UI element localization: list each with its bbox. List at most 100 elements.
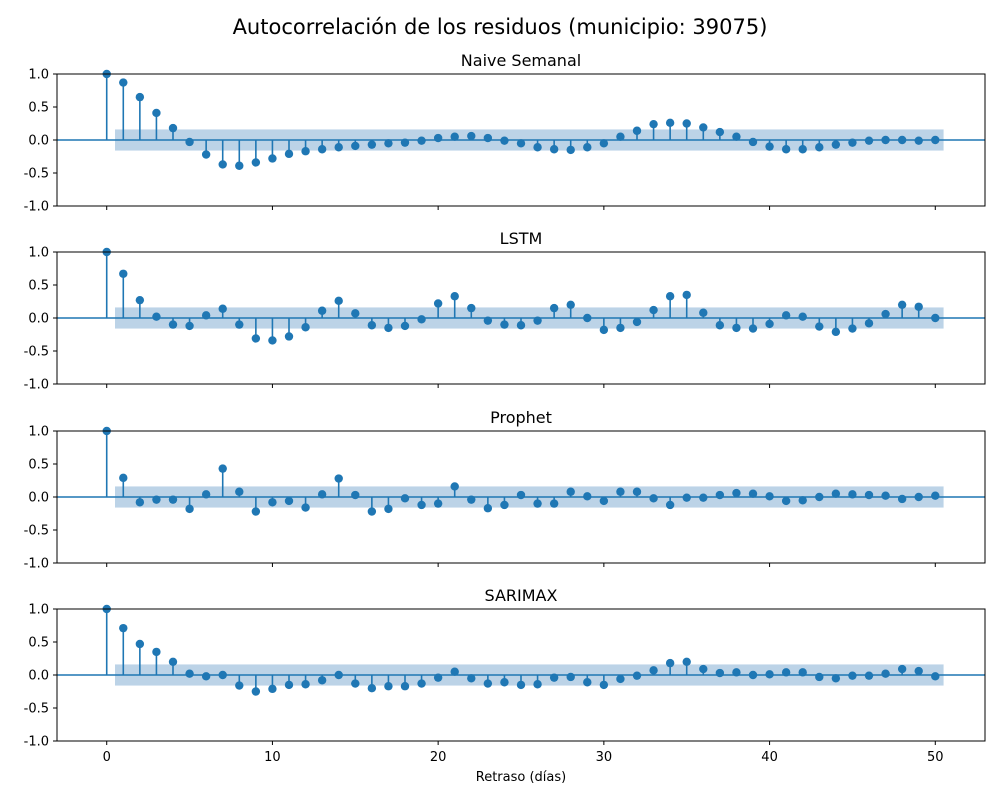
panel-4-point-lag-9 xyxy=(251,687,261,696)
panel-4-point-lag-23 xyxy=(483,679,493,688)
panel-2-point-lag-47 xyxy=(881,309,890,319)
panel-1-point-lag-16 xyxy=(367,140,377,149)
panel-1-point-lag-14 xyxy=(334,143,343,152)
panel-4-x-tick-label: 0 xyxy=(103,750,111,765)
panel-2-point-lag-27 xyxy=(549,303,559,313)
panel-4-point-lag-35 xyxy=(682,657,691,666)
panel-2-point-lag-20 xyxy=(433,299,443,308)
panel-3-point-lag-11 xyxy=(284,496,294,506)
panel-2-point-lag-4 xyxy=(168,320,178,329)
panel-2-point-lag-26 xyxy=(533,316,542,325)
panel-3-point-lag-3 xyxy=(152,495,161,504)
panel-4-point-lag-46 xyxy=(864,671,874,680)
panel-2-point-lag-18 xyxy=(400,321,410,331)
panel-2-point-lag-8 xyxy=(235,320,244,329)
panel-2-point-lag-38 xyxy=(732,323,741,333)
panel-3-point-lag-25 xyxy=(516,490,526,500)
panel-3-point-lag-29 xyxy=(583,492,592,501)
panel-4-point-lag-36 xyxy=(699,664,708,674)
panel-3-point-lag-38 xyxy=(732,488,741,498)
panel-2-y-tick-label: 1.0 xyxy=(28,246,49,261)
panel-2-title: LSTM xyxy=(500,229,543,248)
panel-1-point-lag-12 xyxy=(301,147,310,156)
panel-2-point-lag-1 xyxy=(119,269,128,278)
panel-4-y-tick-label: -0.5 xyxy=(24,702,49,717)
panel-3-point-lag-9 xyxy=(251,507,261,516)
panel-3-point-lag-44 xyxy=(831,489,841,498)
panel-1-point-lag-3 xyxy=(152,108,161,118)
panel-4-point-lag-41 xyxy=(781,668,791,677)
panel-3-y-tick-label: 0.0 xyxy=(28,491,49,506)
panel-2-point-lag-17 xyxy=(384,323,393,333)
panel-4-x-tick-label: 10 xyxy=(264,750,281,765)
panel-2-point-lag-41 xyxy=(781,311,791,320)
panel-2-y-tick-label: 0.5 xyxy=(28,279,49,294)
panel-4-point-lag-17 xyxy=(384,682,393,691)
panel-4-point-lag-26 xyxy=(533,680,542,689)
panel-4-point-lag-24 xyxy=(500,678,509,687)
panel-3-point-lag-10 xyxy=(268,498,277,507)
panel-4-point-lag-11 xyxy=(284,680,294,690)
panel-3-point-lag-19 xyxy=(417,500,426,510)
panel-4-point-lag-44 xyxy=(831,674,841,683)
panel-2-point-lag-22 xyxy=(467,303,476,313)
panel-1-point-lag-38 xyxy=(732,132,741,141)
panel-4-point-lag-50 xyxy=(931,672,940,681)
panel-4-point-lag-31 xyxy=(616,674,625,684)
panel-2-point-lag-5 xyxy=(185,321,194,331)
panel-4-y-tick-label: 0.5 xyxy=(28,636,49,651)
panel-4-point-lag-48 xyxy=(897,664,907,674)
panel-3-point-lag-34 xyxy=(665,500,675,510)
panel-3-point-lag-50 xyxy=(931,491,940,500)
panel-3-point-lag-22 xyxy=(467,495,476,504)
panel-4-point-lag-12 xyxy=(301,680,310,689)
panel-4-point-lag-29 xyxy=(583,678,592,687)
panel-1-point-lag-44 xyxy=(831,140,841,149)
panel-2-point-lag-30 xyxy=(599,325,609,335)
panel-4-point-lag-30 xyxy=(599,680,609,690)
panel-1-point-lag-34 xyxy=(665,118,675,128)
panel-3-title: Prophet xyxy=(490,408,552,427)
figure-title: Autocorrelación de los residuos (municip… xyxy=(233,15,768,39)
panel-1-point-lag-30 xyxy=(599,139,609,148)
panel-1-point-lag-48 xyxy=(897,135,907,145)
panel-1-point-lag-8 xyxy=(235,161,244,170)
panel-4-point-lag-4 xyxy=(168,657,178,666)
panel-3-point-lag-16 xyxy=(367,507,377,516)
panel-1-point-lag-45 xyxy=(848,138,857,147)
panel-1-point-lag-47 xyxy=(881,135,890,145)
panel-4-point-lag-7 xyxy=(218,670,227,680)
panel-4-point-lag-15 xyxy=(351,679,360,688)
panel-3-point-lag-26 xyxy=(533,499,542,508)
panel-1-point-lag-22 xyxy=(467,131,476,141)
panel-2-point-lag-31 xyxy=(616,323,625,333)
panel-4-point-lag-37 xyxy=(715,668,725,678)
x-axis-label: Retraso (días) xyxy=(476,770,566,785)
panel-2-point-lag-29 xyxy=(583,313,592,323)
panel-4-point-lag-38 xyxy=(732,668,741,677)
panel-2-point-lag-6 xyxy=(201,311,211,320)
panel-1-point-lag-37 xyxy=(715,127,725,137)
panel-4-point-lag-42 xyxy=(798,668,807,677)
panel-1-point-lag-10 xyxy=(268,154,277,163)
panel-1-point-lag-46 xyxy=(864,136,874,145)
panel-4-x-tick-label: 20 xyxy=(430,750,447,765)
panel-2-point-lag-15 xyxy=(351,309,360,318)
panel-4-point-lag-1 xyxy=(119,623,128,633)
panel-2-y-tick-label: 0.0 xyxy=(28,312,49,327)
panel-2-point-lag-14 xyxy=(334,296,343,306)
panel-2-point-lag-40 xyxy=(765,319,774,329)
panel-4-point-lag-34 xyxy=(665,658,675,668)
panel-1-point-lag-2 xyxy=(135,92,145,102)
panel-1-point-lag-21 xyxy=(450,132,459,141)
panel-1-point-lag-24 xyxy=(500,136,509,145)
panel-3-point-lag-21 xyxy=(450,482,459,491)
panel-4-x-tick-label: 50 xyxy=(927,750,944,765)
panel-2-point-lag-2 xyxy=(135,295,145,305)
panel-4-point-lag-18 xyxy=(400,682,410,691)
panel-2-point-lag-16 xyxy=(367,321,377,330)
panel-3-point-lag-47 xyxy=(881,491,890,500)
panel-2-point-lag-7 xyxy=(218,304,227,313)
panel-2-point-lag-35 xyxy=(682,290,691,300)
panel-4-y-tick-label: 0.0 xyxy=(28,669,49,684)
